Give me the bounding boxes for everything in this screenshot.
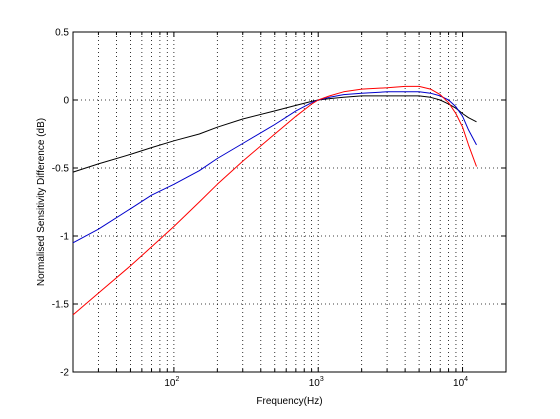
- x-tick-label: 103: [309, 376, 324, 389]
- x-tick-label: 102: [164, 376, 179, 389]
- series-line-2: [72, 91, 477, 244]
- y-tick-label: 0: [63, 96, 69, 107]
- grid: [73, 32, 506, 372]
- x-tick-labels: 102 103 104: [164, 376, 468, 389]
- y-tick-label: -1.5: [52, 300, 70, 311]
- ticks: [73, 31, 506, 373]
- series-group: [72, 85, 477, 316]
- series-line-1: [72, 95, 477, 173]
- y-tick-labels: 0.5 0 -0.5 -1 -1.5 -2: [52, 28, 70, 379]
- y-tick-label: -2: [60, 368, 69, 379]
- y-tick-label: -1: [60, 232, 69, 243]
- x-axis-label: Frequency(Hz): [256, 396, 322, 407]
- x-tick-label: 104: [453, 376, 468, 389]
- plot-frame: [72, 31, 507, 373]
- y-tick-label: 0.5: [55, 28, 69, 39]
- y-axis-label: Normalised Sensitivity Difference (dB): [36, 118, 47, 286]
- y-tick-label: -0.5: [52, 164, 70, 175]
- series-line-3: [72, 85, 477, 316]
